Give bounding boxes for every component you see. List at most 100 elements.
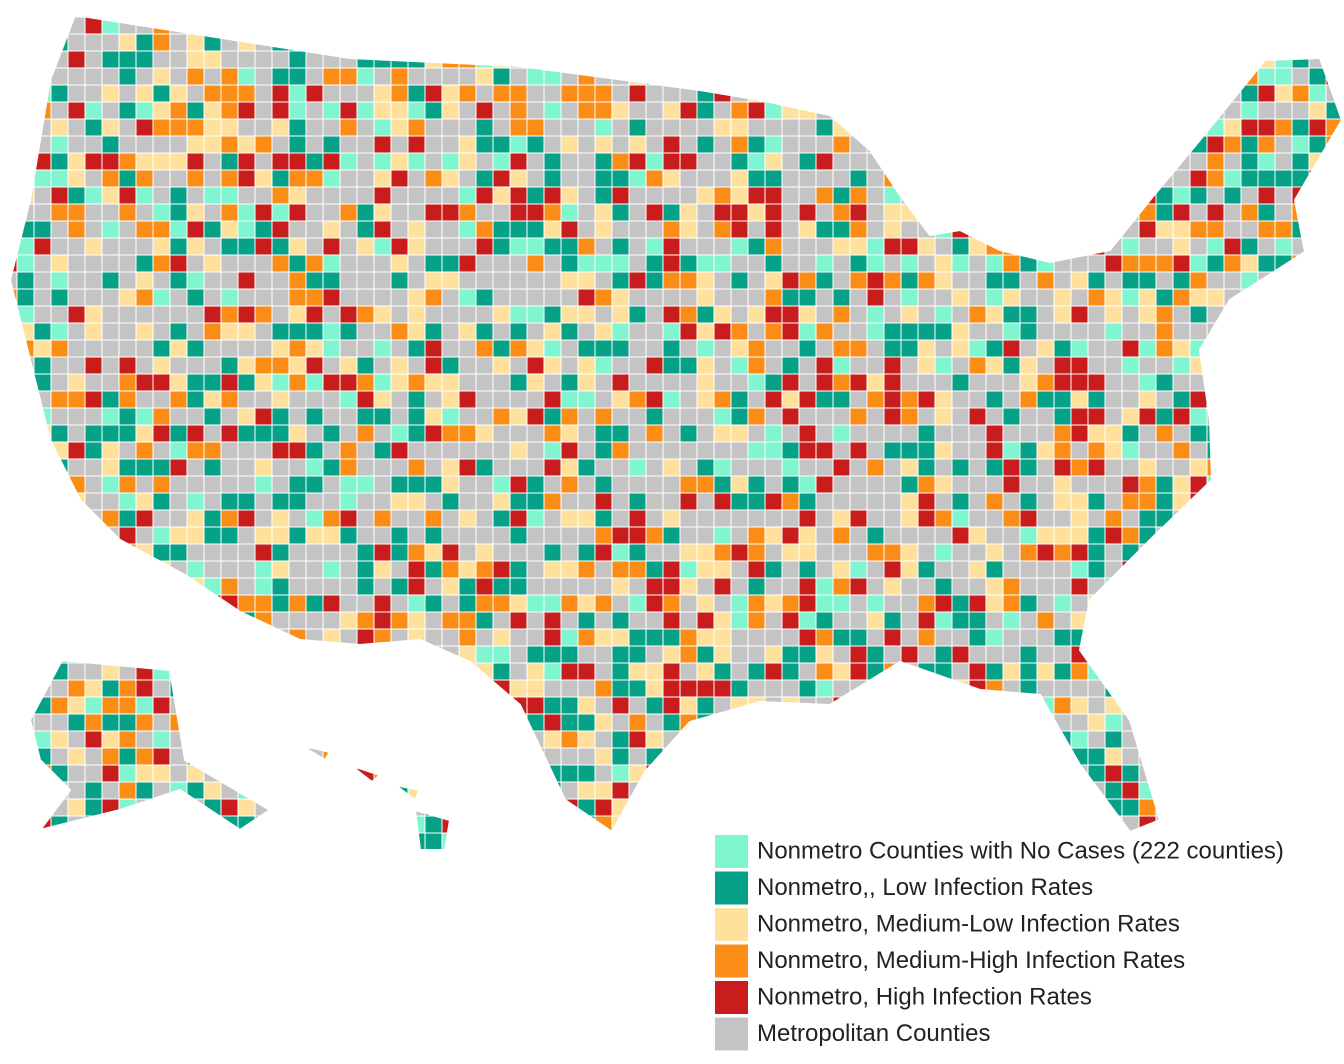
- county: [1291, 33, 1310, 52]
- county: [1087, 713, 1106, 732]
- county: [169, 220, 188, 239]
- county: [339, 577, 358, 596]
- county: [1002, 577, 1021, 596]
- county: [1308, 288, 1327, 307]
- county: [407, 662, 426, 681]
- county: [271, 67, 290, 86]
- county: [118, 611, 137, 630]
- county: [509, 730, 528, 749]
- county: [1240, 152, 1259, 171]
- county: [883, 322, 902, 341]
- county: [1087, 492, 1106, 511]
- county: [1240, 33, 1259, 52]
- county: [322, 662, 341, 681]
- county: [526, 271, 545, 290]
- county: [713, 339, 732, 358]
- county: [186, 373, 205, 392]
- county: [254, 50, 273, 69]
- county: [186, 169, 205, 188]
- county: [288, 560, 307, 579]
- county: [934, 577, 953, 596]
- county: [781, 730, 800, 749]
- county: [322, 101, 341, 120]
- county: [985, 492, 1004, 511]
- county: [1308, 220, 1327, 239]
- county: [798, 152, 817, 171]
- county: [33, 16, 52, 35]
- county: [832, 16, 851, 35]
- county: [815, 628, 834, 647]
- county: [883, 373, 902, 392]
- county: [1189, 679, 1208, 698]
- county: [1104, 67, 1123, 86]
- county: [696, 203, 715, 222]
- county: [747, 50, 766, 69]
- county: [169, 135, 188, 154]
- county: [424, 288, 443, 307]
- county: [849, 67, 868, 86]
- county: [1325, 730, 1342, 749]
- county: [67, 67, 86, 86]
- county: [10, 781, 18, 800]
- county: [1325, 152, 1342, 171]
- county: [645, 84, 664, 103]
- county: [1104, 577, 1123, 596]
- county: [10, 356, 18, 375]
- county: [747, 118, 766, 137]
- county: [985, 356, 1004, 375]
- county: [509, 628, 528, 647]
- county: [1104, 118, 1123, 137]
- county: [220, 849, 239, 850]
- county: [815, 169, 834, 188]
- county: [339, 747, 358, 766]
- county: [492, 628, 511, 647]
- county: [101, 560, 120, 579]
- county: [628, 543, 647, 562]
- county: [1002, 169, 1021, 188]
- county: [1326, 867, 1343, 884]
- county: [135, 118, 154, 137]
- county: [645, 832, 664, 850]
- county: [50, 15, 69, 18]
- county: [594, 543, 613, 562]
- county: [832, 118, 851, 137]
- county: [1019, 390, 1038, 409]
- county: [866, 67, 885, 86]
- county: [1053, 152, 1072, 171]
- county: [917, 390, 936, 409]
- county: [951, 441, 970, 460]
- county: [67, 424, 86, 443]
- county: [645, 356, 664, 375]
- county: [203, 543, 222, 562]
- county: [118, 305, 137, 324]
- county: [356, 492, 375, 511]
- county: [798, 407, 817, 426]
- county: [1070, 33, 1089, 52]
- county: [764, 135, 783, 154]
- county: [271, 288, 290, 307]
- county: [1053, 50, 1072, 69]
- county: [101, 458, 120, 477]
- county: [628, 169, 647, 188]
- county: [560, 118, 579, 137]
- county: [237, 628, 256, 647]
- county: [306, 867, 323, 884]
- county: [747, 560, 766, 579]
- county: [1019, 594, 1038, 613]
- county: [662, 492, 681, 511]
- county: [339, 849, 358, 850]
- county: [1172, 560, 1191, 579]
- county: [271, 135, 290, 154]
- county: [237, 16, 256, 35]
- county: [1087, 475, 1106, 494]
- county: [356, 356, 375, 375]
- county: [203, 679, 222, 698]
- county: [220, 526, 239, 545]
- county: [33, 441, 52, 460]
- county: [203, 84, 222, 103]
- county: [1138, 288, 1157, 307]
- county: [815, 16, 834, 35]
- county: [730, 203, 749, 222]
- county: [1070, 169, 1089, 188]
- county: [135, 611, 154, 630]
